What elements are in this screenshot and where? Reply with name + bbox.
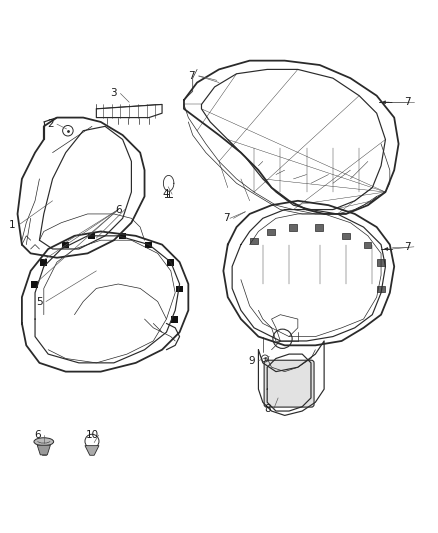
Bar xyxy=(145,242,152,248)
Bar xyxy=(40,260,47,265)
Text: 7: 7 xyxy=(404,242,411,252)
Text: 2: 2 xyxy=(47,119,54,129)
Bar xyxy=(88,233,95,239)
FancyBboxPatch shape xyxy=(264,360,314,407)
Text: 1: 1 xyxy=(9,220,16,230)
Bar xyxy=(342,233,350,239)
Text: 5: 5 xyxy=(36,296,43,306)
Bar xyxy=(267,229,275,235)
Ellipse shape xyxy=(34,438,53,446)
Bar xyxy=(315,224,323,231)
Text: 6: 6 xyxy=(115,205,122,215)
Bar xyxy=(377,260,385,265)
Bar xyxy=(250,238,258,244)
Bar xyxy=(62,242,69,248)
Bar xyxy=(377,286,385,292)
Bar xyxy=(167,260,174,265)
Text: 4: 4 xyxy=(162,189,169,199)
Polygon shape xyxy=(37,445,50,455)
Bar xyxy=(289,224,297,231)
Text: 7: 7 xyxy=(404,97,411,107)
Bar xyxy=(364,242,371,248)
Text: 7: 7 xyxy=(223,213,230,223)
Bar xyxy=(31,281,38,287)
Bar xyxy=(119,233,126,239)
Bar xyxy=(176,286,183,292)
Text: 3: 3 xyxy=(110,88,117,99)
Text: 8: 8 xyxy=(264,404,271,414)
Text: 10: 10 xyxy=(85,430,99,440)
Text: 7: 7 xyxy=(188,71,195,81)
Text: 6: 6 xyxy=(34,430,41,440)
Text: 9: 9 xyxy=(248,356,255,366)
Polygon shape xyxy=(85,446,99,455)
Bar xyxy=(171,317,178,322)
